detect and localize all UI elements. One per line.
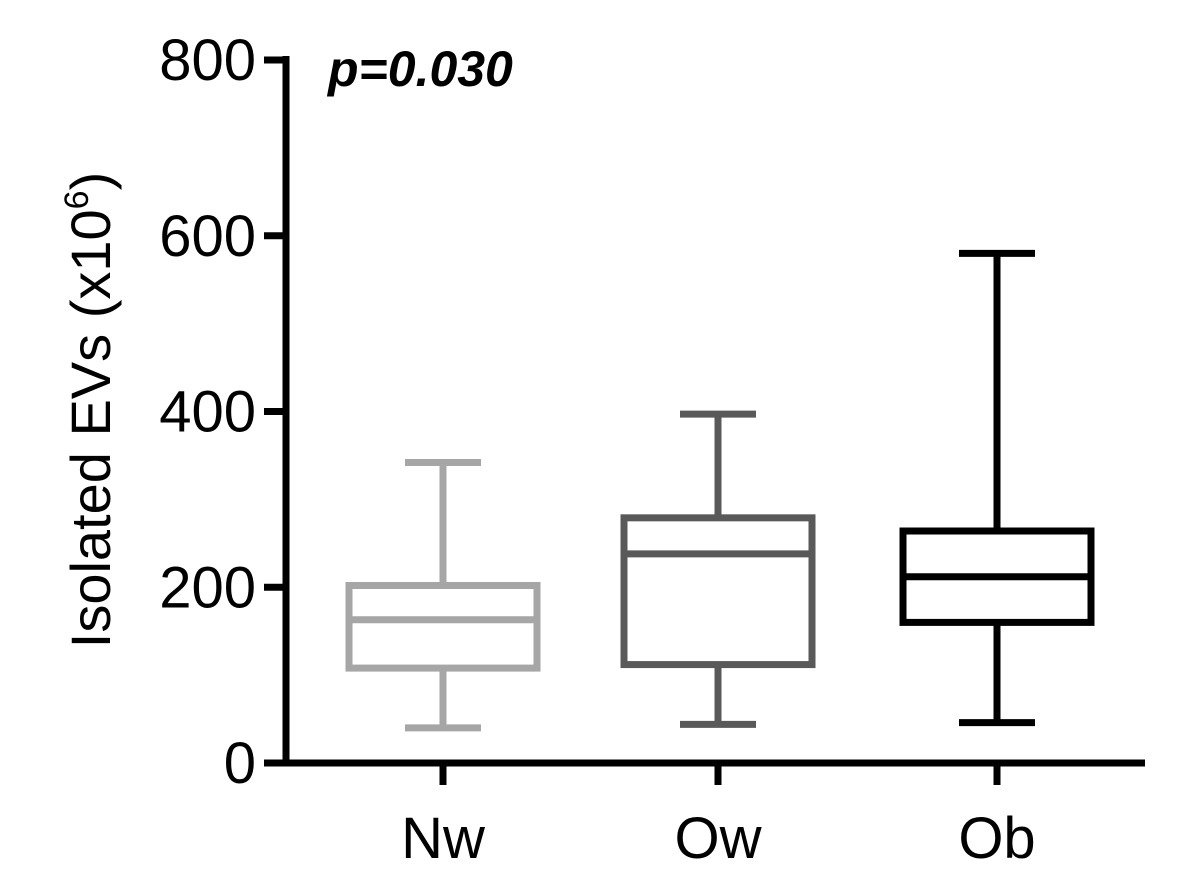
y-tick-label: 200 (159, 555, 256, 620)
iqr-box (620, 514, 816, 669)
y-axis-label-text: Isolated EVs (x10 (59, 209, 122, 648)
y-axis-label-close: ) (59, 172, 122, 191)
box-ow (620, 410, 816, 728)
y-tick-label: 0 (224, 731, 256, 796)
x-category-label: Ow (675, 806, 763, 871)
x-categories: Nw Ow Ob (401, 763, 1036, 871)
y-axis-label-exponent: 6 (58, 190, 96, 209)
y-axis-label: Isolated EVs (x106) (58, 172, 122, 648)
x-category-label: Ob (958, 806, 1035, 871)
boxes (345, 249, 1095, 732)
p-value-annotation: p=0.030 (326, 41, 513, 97)
y-tick-label: 400 (159, 380, 256, 445)
y-ticks: 0 200 400 600 800 (159, 28, 286, 796)
box-ob (899, 249, 1095, 727)
y-tick-label: 800 (159, 28, 256, 93)
iqr-box (345, 581, 541, 672)
y-tick-label: 600 (159, 204, 256, 269)
x-category-label: Nw (401, 806, 486, 871)
box-nw (345, 458, 541, 732)
